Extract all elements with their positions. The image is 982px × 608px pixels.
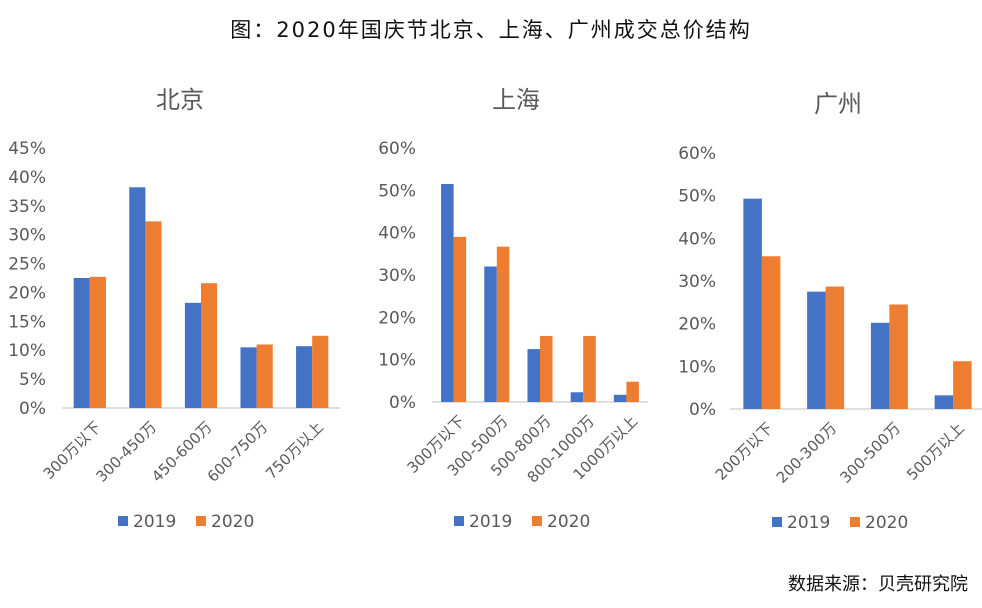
bar-2020 [540,335,553,402]
y-tick-label: 35% [8,197,46,217]
category-label: 750万以上 [262,418,327,483]
legend-swatch-2019 [454,516,464,526]
y-tick-label: 10% [378,351,416,371]
y-tick-label: 60% [378,139,416,159]
legend-label-2019: 2019 [469,512,512,532]
legend-label-2020: 2020 [211,512,254,532]
bar-2020 [89,276,106,408]
bar-2020 [825,286,845,409]
legend-label-2020: 2020 [865,513,908,533]
bar-2019 [570,392,584,402]
legend-swatch-2020 [196,516,206,526]
y-tick-label: 10% [678,357,716,377]
y-tick-label: 50% [378,181,416,201]
legend-swatch-2020 [850,517,860,527]
bar-2020 [496,246,510,402]
legend-label-2020: 2020 [547,512,590,532]
bar-2019 [934,395,954,409]
category-label: 200-300万 [773,419,841,487]
category-label: 600-750万 [204,418,272,486]
y-tick-label: 20% [678,315,716,335]
bar-2019 [240,347,257,408]
y-tick-label: 60% [678,144,716,164]
bar-2019 [129,187,146,408]
bar-2019 [743,198,762,409]
bar-2019 [807,291,826,409]
bar-2020 [889,304,908,409]
legend-label-2019: 2019 [133,512,176,532]
y-tick-label: 30% [378,266,416,286]
legend-swatch-2019 [772,517,782,527]
chart-title-2: 广州 [814,90,862,118]
category-label: 300-500万 [836,419,904,487]
y-tick-label: 40% [378,224,416,244]
y-tick-label: 40% [678,229,716,249]
y-tick-label: 20% [8,283,46,303]
y-tick-label: 0% [19,399,46,419]
bar-2019 [441,183,454,402]
bar-2020 [583,335,596,402]
y-tick-label: 0% [689,400,716,420]
bar-2020 [761,256,781,409]
bar-2019 [73,278,90,408]
bar-2019 [296,346,313,408]
y-tick-label: 15% [8,312,46,332]
legend-label-2019: 2019 [787,513,830,533]
y-tick-label: 30% [678,272,716,292]
bar-2019 [527,349,540,402]
category-label: 200万以下 [712,419,777,484]
legend-swatch-2020 [532,516,542,526]
bar-2019 [184,302,201,408]
bar-2020 [626,381,639,402]
bar-2019 [870,322,890,409]
bar-2020 [256,344,273,408]
y-tick-label: 25% [8,255,46,275]
chart-title-0: 北京 [156,86,204,114]
bar-2020 [145,221,162,408]
bar-2020 [201,283,218,408]
y-tick-label: 45% [8,139,46,159]
source-note: 数据来源：贝壳研究院 [788,574,968,595]
bar-2020 [312,335,329,408]
bar-2020 [953,361,972,409]
bar-2019 [613,394,627,402]
category-label: 500万以上 [903,419,968,484]
y-tick-label: 10% [8,341,46,361]
chart-title-1: 上海 [492,86,540,114]
y-tick-label: 40% [8,168,46,188]
bar-2019 [484,266,497,402]
y-tick-label: 30% [8,226,46,246]
main-title: 图：2020年国庆节北京、上海、广州成交总价结构 [230,18,752,42]
y-tick-label: 5% [19,370,46,390]
y-tick-label: 50% [678,187,716,207]
y-tick-label: 0% [389,393,416,413]
y-tick-label: 20% [378,308,416,328]
bar-2020 [453,236,467,402]
legend-swatch-2019 [118,516,128,526]
